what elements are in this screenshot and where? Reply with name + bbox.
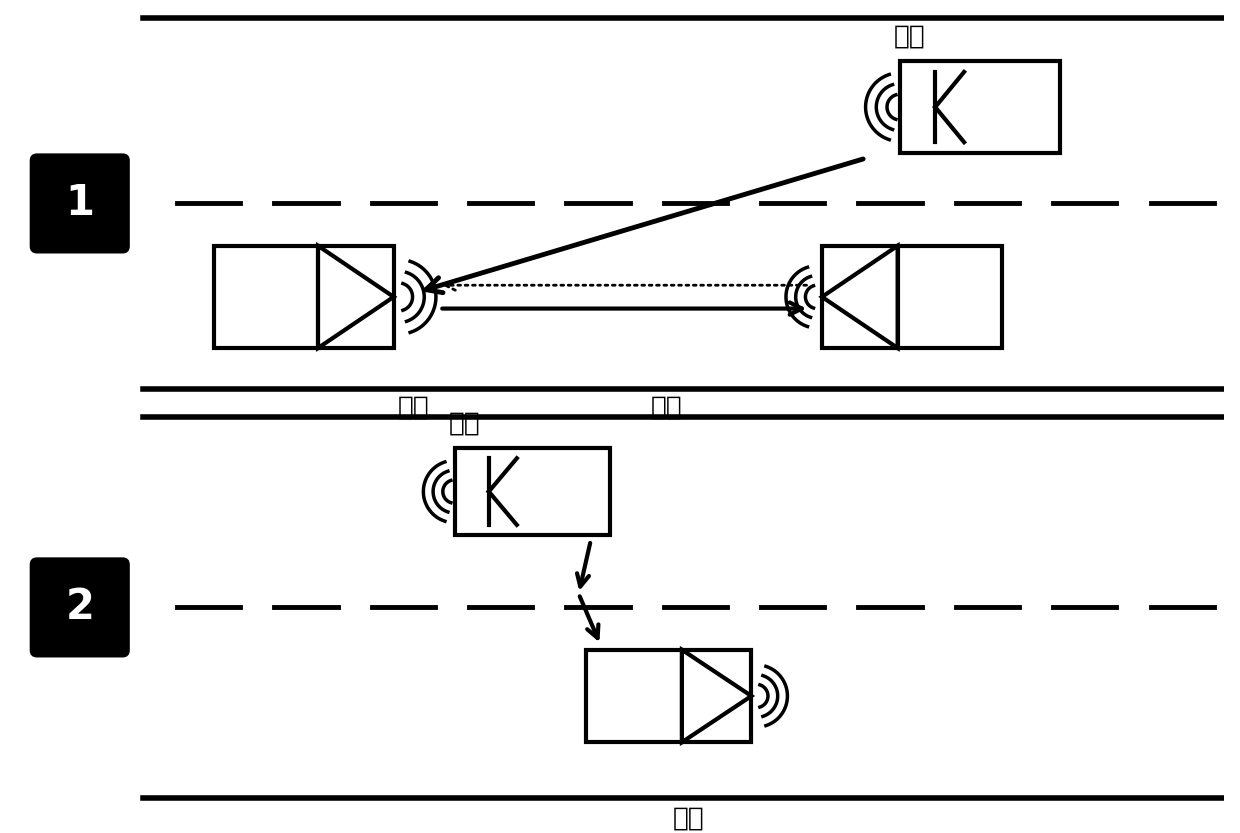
Bar <box>822 246 1002 348</box>
Text: 2: 2 <box>66 586 94 628</box>
FancyBboxPatch shape <box>31 155 129 252</box>
Text: 雷达: 雷达 <box>672 806 704 832</box>
Text: 1: 1 <box>66 182 94 224</box>
Bar <box>213 246 393 348</box>
Text: 回波: 回波 <box>650 394 682 420</box>
Bar <box>587 650 751 742</box>
Bar <box>455 448 610 536</box>
Polygon shape <box>682 650 751 742</box>
Polygon shape <box>822 246 898 348</box>
Polygon shape <box>317 246 393 348</box>
FancyBboxPatch shape <box>31 559 129 656</box>
Text: 干扰: 干扰 <box>894 23 925 49</box>
Bar <box>900 61 1060 153</box>
Text: 雷达: 雷达 <box>397 394 429 420</box>
Text: 干扰: 干扰 <box>449 410 480 436</box>
